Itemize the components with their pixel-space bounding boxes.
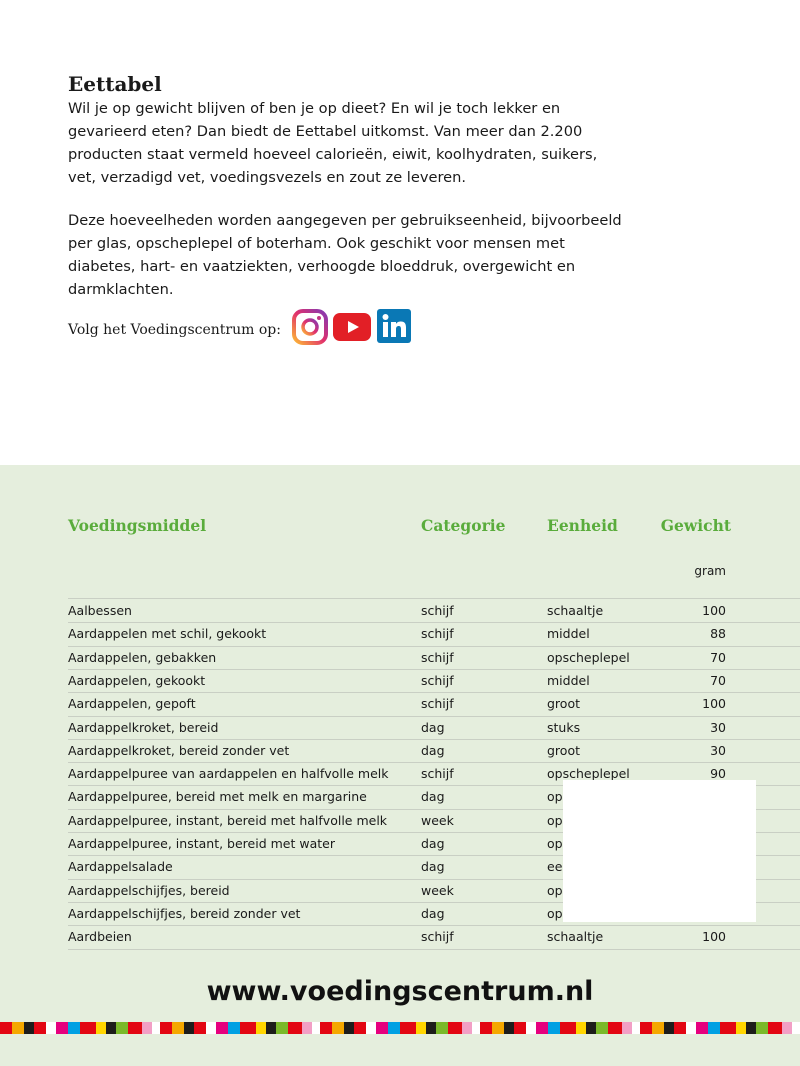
- food-name: Aardappelen met schil, gekookt: [68, 626, 267, 642]
- category: schijf: [421, 929, 454, 945]
- column-header: Voedingsmiddel: [68, 516, 207, 535]
- food-name: Aardappelschijfjes, bereid zonder vet: [68, 905, 301, 921]
- food-name: Aardappelkroket, bereid: [68, 719, 219, 735]
- food-name: Aardappelpuree, instant, bereid met wate…: [68, 836, 335, 851]
- weight: 30: [710, 719, 726, 735]
- paragraph: Wil je op gewicht blijven of ben je op d…: [68, 100, 598, 186]
- row-line: [68, 645, 800, 647]
- weight: 70: [710, 672, 726, 688]
- unit: opscheplepel: [547, 766, 630, 782]
- weight: 70: [710, 649, 726, 665]
- row-line: [68, 925, 800, 927]
- food-name: Aardappelsalade: [68, 859, 173, 875]
- row-line: [68, 855, 800, 857]
- row-line: [68, 948, 800, 950]
- category: dag: [421, 836, 445, 851]
- category: schijf: [421, 672, 454, 688]
- category: schijf: [421, 649, 454, 665]
- column-header: Categorie: [421, 516, 506, 535]
- weight: 90: [710, 766, 726, 782]
- category: schijf: [421, 603, 454, 618]
- column-header: Eenheid: [547, 516, 618, 535]
- food-name: Aardappelpuree, bereid met melk en marga…: [68, 789, 367, 805]
- food-name: Aardappelkroket, bereid zonder vet: [68, 742, 290, 758]
- row-line: [68, 692, 800, 694]
- unit: schaaltje: [547, 603, 604, 618]
- linkedin-icon[interactable]: [377, 309, 411, 343]
- category: dag: [421, 789, 445, 805]
- food-name: Aardbeien: [68, 929, 132, 945]
- unit: middel: [547, 672, 590, 688]
- category: week: [421, 882, 454, 898]
- food-name: Aardappelen, gepoft: [68, 696, 196, 712]
- weight: 100: [702, 696, 726, 712]
- food-name: Aardappelschijfjes, bereid: [68, 882, 230, 898]
- unit: opscheplepel: [547, 649, 630, 665]
- category: dag: [421, 742, 445, 758]
- unit: op: [547, 882, 563, 898]
- unit: op: [547, 812, 563, 828]
- category: dag: [421, 905, 445, 921]
- color-strip: [0, 1022, 800, 1034]
- category: schijf: [421, 696, 454, 712]
- category: dag: [421, 859, 445, 875]
- row-line: [68, 622, 800, 624]
- unit: stuks: [547, 719, 581, 735]
- food-name: Aardappelen, gekookt: [68, 672, 206, 688]
- unit: groot: [547, 742, 580, 758]
- category: schijf: [421, 766, 454, 782]
- table-section: [0, 465, 800, 1066]
- category: schijf: [421, 626, 454, 642]
- follow-label: Volg het Voedingscentrum op:: [68, 322, 281, 338]
- column-header: Gewicht: [660, 516, 731, 535]
- unit: op: [547, 905, 563, 921]
- weight: 100: [702, 929, 726, 945]
- row-line: [68, 901, 800, 903]
- category: week: [421, 812, 454, 828]
- paragraph: Deze hoeveelheden worden aangegeven per …: [68, 212, 622, 298]
- unit-label: gram: [694, 564, 726, 578]
- row-line: [68, 832, 800, 833]
- youtube-icon[interactable]: [333, 313, 371, 341]
- unit: schaaltje: [547, 929, 604, 945]
- row-line: [68, 598, 800, 599]
- row-line: [68, 808, 800, 810]
- weight: 88: [710, 626, 726, 642]
- category: dag: [421, 719, 445, 735]
- row-line: [68, 738, 800, 740]
- food-name: Aardappelen, gebakken: [68, 649, 217, 665]
- unit: op: [547, 789, 563, 805]
- row-line: [68, 785, 800, 787]
- row-line: [68, 762, 800, 764]
- row-line: [68, 668, 800, 670]
- row-line: [68, 715, 800, 717]
- footer-url[interactable]: www.voedingscentrum.nl: [206, 976, 594, 1007]
- unit: ee: [547, 859, 563, 875]
- title: Eettabel: [68, 72, 162, 96]
- weight: 30: [710, 742, 726, 758]
- food-name: Aardappelpuree, instant, bereid met half…: [68, 812, 388, 828]
- instagram-icon[interactable]: [292, 309, 328, 345]
- food-name: Aalbessen: [68, 603, 132, 618]
- unit: groot: [547, 696, 580, 712]
- unit: op: [547, 836, 563, 851]
- food-name: Aardappelpuree van aardappelen en halfvo…: [68, 766, 389, 782]
- weight: 100: [702, 603, 726, 618]
- unit: middel: [547, 626, 590, 642]
- redaction-box: [563, 780, 756, 922]
- row-line: [68, 878, 800, 880]
